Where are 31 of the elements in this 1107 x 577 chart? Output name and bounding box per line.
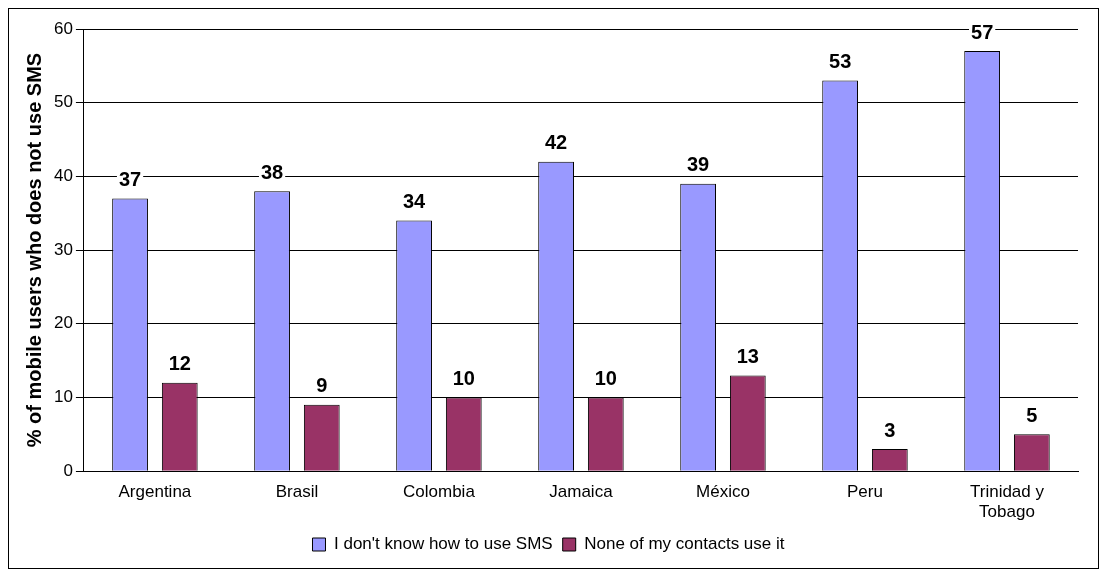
y-axis-title: % of mobile users who does not use SMS xyxy=(22,52,45,448)
data-label: 12 xyxy=(168,352,191,375)
data-label: 39 xyxy=(686,153,710,176)
data-label: 42 xyxy=(544,131,568,154)
legend-label: None of my contacts use it xyxy=(584,534,785,554)
x-tick-label: Colombia xyxy=(403,482,476,502)
x-tick-label: México xyxy=(696,482,750,502)
y-tick-label: 10 xyxy=(53,387,73,407)
legend-label: I don't know how to use SMS xyxy=(334,534,553,554)
data-label: 3 xyxy=(884,418,896,441)
y-tick-label: 0 xyxy=(63,460,73,480)
x-tick-label: Brasil xyxy=(275,482,319,502)
data-label: 53 xyxy=(829,50,852,73)
data-label: 34 xyxy=(402,190,427,213)
x-tick-label: Argentina xyxy=(118,482,192,502)
data-label: 9 xyxy=(316,374,328,397)
data-label: 57 xyxy=(971,20,994,43)
x-tick-label: Peru xyxy=(847,482,883,502)
y-tick-label: 20 xyxy=(53,313,73,333)
x-tick-label: Jamaica xyxy=(549,482,614,502)
data-label: 10 xyxy=(594,367,617,390)
data-label: 38 xyxy=(260,160,284,183)
x-tick-label: Trinidad y Tobago xyxy=(969,482,1045,522)
data-label: 13 xyxy=(736,344,759,367)
data-label: 5 xyxy=(1026,403,1038,426)
y-tick-label: 40 xyxy=(53,166,73,186)
y-tick-label: 60 xyxy=(53,18,73,38)
data-label: 37 xyxy=(118,168,142,191)
y-tick-label: 50 xyxy=(53,92,73,112)
y-tick-label: 30 xyxy=(53,239,73,259)
data-label: 10 xyxy=(452,367,475,390)
